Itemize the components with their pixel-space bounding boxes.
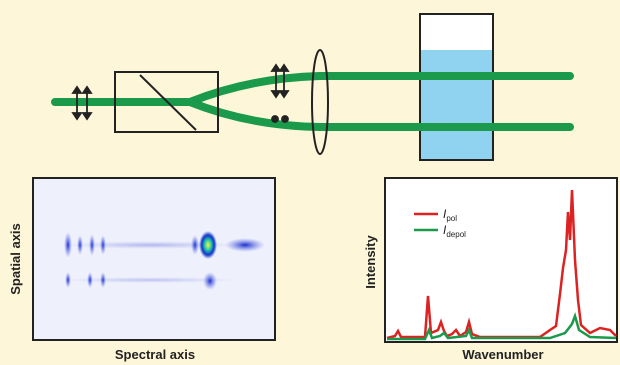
- y-axis-label: Spatial axis: [8, 223, 23, 295]
- image-panel: Spatial axis Spectral axis: [8, 178, 275, 362]
- legend-subscript: pol: [446, 214, 457, 223]
- liquid: [421, 50, 492, 159]
- spectrum-panel: Ipol Idepol Intensity Wavenumber: [363, 178, 617, 362]
- x-axis-label: Spectral axis: [115, 347, 195, 362]
- x-axis-label: Wavenumber: [462, 347, 543, 362]
- detector-image: [33, 178, 275, 340]
- y-axis-label: Intensity: [363, 235, 378, 289]
- legend-subscript: depol: [446, 230, 466, 239]
- plot-area: [385, 178, 617, 342]
- figure: Spatial axis Spectral axis Ipol Idepol I…: [0, 0, 620, 365]
- hot-spot: [199, 231, 217, 259]
